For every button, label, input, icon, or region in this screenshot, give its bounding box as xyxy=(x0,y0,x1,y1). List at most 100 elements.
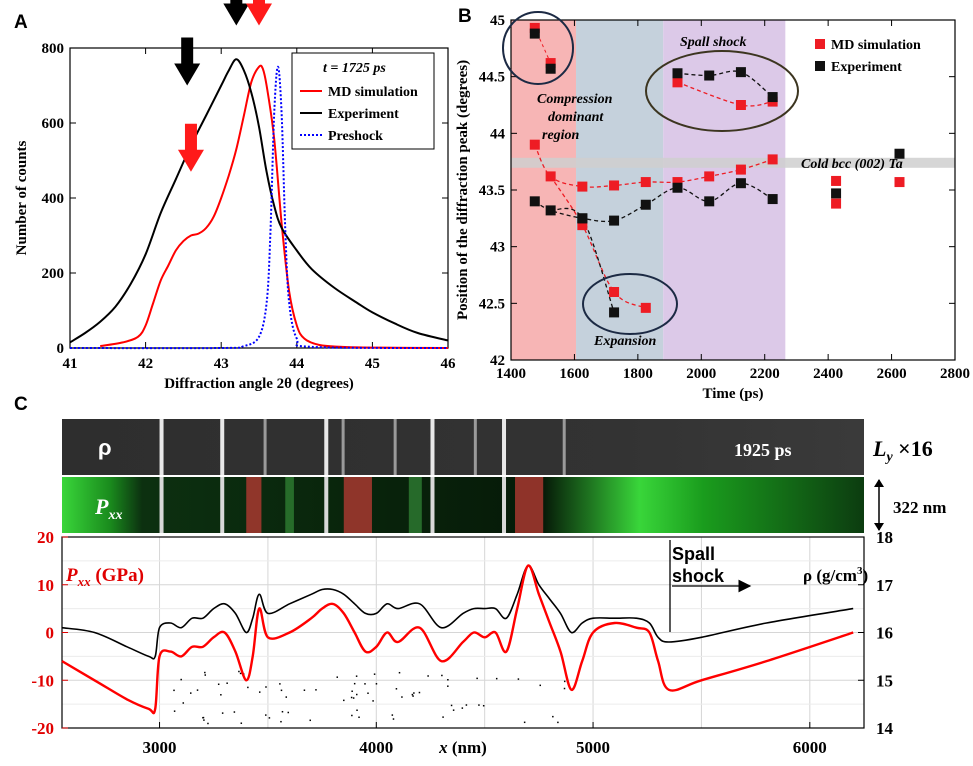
noise-dot xyxy=(412,695,414,697)
series-line-experiment xyxy=(69,58,449,344)
noise-dot xyxy=(268,717,271,719)
noise-dot xyxy=(343,699,345,702)
pressure-strip xyxy=(62,477,864,533)
noise-dot xyxy=(391,714,394,716)
tension-zone xyxy=(285,477,294,533)
time-region xyxy=(511,20,577,360)
panel-a-chart: 41 42 43 44 45 46 0 200 400 600 800 Diffraction ang… xyxy=(14,0,456,392)
void-line xyxy=(220,477,225,533)
md-point xyxy=(894,177,905,188)
x-tick-label: 44 xyxy=(289,356,305,372)
noise-dot xyxy=(204,674,207,676)
legend-a-exp-label: Experiment xyxy=(328,107,399,122)
legend-a-pre-label: Preshock xyxy=(328,129,383,144)
x-tick-label: 1800 xyxy=(623,366,653,382)
gap-line xyxy=(263,419,267,475)
legend-a-md-label: MD simulation xyxy=(328,85,418,100)
y-tick-label-left: 0 xyxy=(46,624,55,643)
y-tick-label: 44 xyxy=(490,126,506,142)
reference-label: Cold bcc (002) Ta xyxy=(801,157,903,172)
compression-ellipse xyxy=(502,11,574,85)
y-axis-label-left: Pxx (GPa) xyxy=(65,565,144,589)
noise-dot xyxy=(523,721,526,724)
noise-dot xyxy=(265,686,267,688)
noise-dot xyxy=(240,722,243,724)
x-tick-label: 1400 xyxy=(496,366,526,382)
experiment-point xyxy=(735,67,746,78)
peak-arrow-red xyxy=(246,0,272,26)
y-tick-label: 0 xyxy=(57,341,65,357)
y-tick-label-right: 15 xyxy=(876,671,893,690)
noise-dot xyxy=(372,700,374,702)
experiment-point xyxy=(767,92,778,103)
noise-dot xyxy=(217,683,220,686)
noise-dot xyxy=(280,689,283,692)
compressed-zone xyxy=(246,477,262,533)
y-tick-label: 400 xyxy=(42,191,65,207)
noise-dot xyxy=(336,676,339,678)
noise-dot xyxy=(442,716,444,718)
noise-dot xyxy=(233,711,236,713)
noise-dot xyxy=(173,710,176,712)
noise-dot xyxy=(350,696,353,699)
noise-dot xyxy=(220,694,222,696)
noise-dot xyxy=(452,709,455,711)
expansion-label: Expansion xyxy=(593,334,656,349)
void-line xyxy=(159,419,164,475)
experiment-point xyxy=(545,63,556,74)
noise-dot xyxy=(352,697,355,699)
noise-dot xyxy=(441,674,443,677)
x-axis-label: Time (ps) xyxy=(703,386,764,402)
y-tick-label-left: -20 xyxy=(31,719,54,738)
noise-dot xyxy=(238,670,240,673)
noise-dot xyxy=(180,678,182,681)
legend-b-exp-label: Experiment xyxy=(831,60,902,75)
legend-b-md-label: MD simulation xyxy=(831,38,921,53)
legend-b-md-swatch xyxy=(815,39,825,49)
spall-annotation-1: Spall xyxy=(672,544,715,564)
series-line-md-simulation xyxy=(100,64,449,349)
peak-arrow-red xyxy=(177,123,204,172)
x-axis-label: Diffraction angle 2θ (degrees) xyxy=(164,376,354,392)
md-point xyxy=(735,100,746,110)
experiment-point xyxy=(529,196,540,207)
noise-dot xyxy=(563,687,566,690)
x-axis-label: x (nm) xyxy=(438,738,487,757)
md-point xyxy=(577,220,588,231)
gap-line xyxy=(341,419,345,475)
compressed-zone xyxy=(515,477,544,533)
experiment-point xyxy=(767,194,778,205)
gap-line xyxy=(473,419,477,475)
noise-dot xyxy=(356,709,358,712)
noise-dot xyxy=(285,696,288,698)
noise-dot xyxy=(482,704,485,707)
spall-ellipse xyxy=(645,50,799,132)
height-label: 322 nm xyxy=(893,498,946,517)
noise-dot xyxy=(207,722,209,725)
y-tick-label-right: 18 xyxy=(876,528,893,547)
x-tick-label: 6000 xyxy=(793,738,827,757)
density-strip xyxy=(62,419,864,475)
y-tick-label-left: 20 xyxy=(37,528,54,547)
experiment-point xyxy=(545,205,556,216)
legend-a-title-text: t = 1725 ps xyxy=(323,61,386,76)
strip-rho-label: ρ xyxy=(98,435,112,460)
panel-c-chart: 3000 4000 5000 6000 -20 -10 0 10 20 14 15 16 17 18 x (… xyxy=(31,528,893,757)
y-tick-label: 200 xyxy=(42,266,65,282)
y-tick-label: 45 xyxy=(490,13,505,29)
void-line xyxy=(430,419,435,475)
noise-dot xyxy=(281,710,284,713)
noise-dot xyxy=(204,671,206,674)
y-tick-label-left: -10 xyxy=(31,671,54,690)
gap-line xyxy=(562,419,566,475)
y-tick-label: 42.5 xyxy=(479,296,505,312)
x-tick-label: 2800 xyxy=(940,366,970,382)
y-tick-label: 44.5 xyxy=(479,70,505,86)
compression-label-1: Compression xyxy=(537,92,613,107)
md-point xyxy=(640,177,651,188)
x-tick-label: 43 xyxy=(214,356,229,372)
noise-dot xyxy=(353,682,356,685)
md-point xyxy=(609,180,620,191)
x-tick-label: 5000 xyxy=(576,738,610,757)
